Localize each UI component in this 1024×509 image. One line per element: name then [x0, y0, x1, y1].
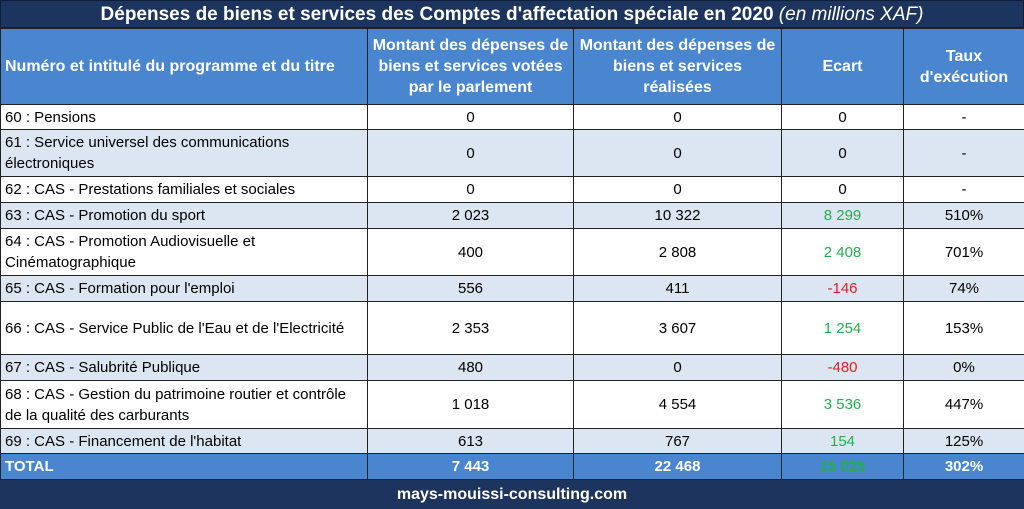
row-ecart: 3 536 — [782, 381, 904, 429]
table-row: 66 : CAS - Service Public de l'Eau et de… — [1, 302, 1024, 355]
row-taux: - — [904, 105, 1024, 130]
row-ecart: 0 — [782, 130, 904, 177]
row-realisees: 0 — [574, 105, 782, 130]
row-label: 63 : CAS - Promotion du sport — [1, 203, 368, 229]
table-title: Dépenses de biens et services des Compte… — [0, 0, 1024, 28]
row-realisees: 10 322 — [574, 203, 782, 229]
row-taux: 701% — [904, 229, 1024, 276]
row-realisees: 0 — [574, 130, 782, 177]
footer-website: mays-mouissi-consulting.com — [0, 480, 1024, 509]
row-ecart: -146 — [782, 276, 904, 302]
total-taux: 302% — [904, 454, 1024, 480]
row-realisees: 0 — [574, 355, 782, 381]
row-votees: 2 023 — [368, 203, 574, 229]
row-votees: 556 — [368, 276, 574, 302]
row-taux: - — [904, 177, 1024, 203]
row-label: 64 : CAS - Promotion Audiovisuelle et Ci… — [1, 229, 368, 276]
row-votees: 0 — [368, 130, 574, 177]
row-label: 68 : CAS - Gestion du patrimoine routier… — [1, 381, 368, 429]
row-realisees: 4 554 — [574, 381, 782, 429]
row-label: 67 : CAS - Salubrité Publique — [1, 355, 368, 381]
row-ecart: -480 — [782, 355, 904, 381]
row-ecart: 2 408 — [782, 229, 904, 276]
row-ecart: 0 — [782, 105, 904, 130]
title-main: Dépenses de biens et services des Compte… — [101, 4, 774, 25]
row-label: 60 : Pensions — [1, 105, 368, 130]
total-ecart: 15 025 — [782, 454, 904, 480]
title-unit: (en millions XAF) — [779, 4, 924, 25]
table-row: 62 : CAS - Prestations familiales et soc… — [1, 177, 1024, 203]
row-label: 62 : CAS - Prestations familiales et soc… — [1, 177, 368, 203]
row-ecart: 8 299 — [782, 203, 904, 229]
row-realisees: 2 808 — [574, 229, 782, 276]
header-row: Numéro et intitulé du programme et du ti… — [1, 29, 1024, 105]
row-ecart: 0 — [782, 177, 904, 203]
row-votees: 480 — [368, 355, 574, 381]
total-row: TOTAL 7 443 22 468 15 025 302% — [1, 454, 1024, 480]
expenses-table: Numéro et intitulé du programme et du ti… — [0, 28, 1024, 480]
row-taux: 0% — [904, 355, 1024, 381]
row-votees: 1 018 — [368, 381, 574, 429]
table-row: 64 : CAS - Promotion Audiovisuelle et Ci… — [1, 229, 1024, 276]
row-votees: 0 — [368, 177, 574, 203]
row-label: 61 : Service universel des communication… — [1, 130, 368, 177]
row-taux: 510% — [904, 203, 1024, 229]
row-realisees: 767 — [574, 429, 782, 454]
row-votees: 613 — [368, 429, 574, 454]
header-votees: Montant des dépenses de biens et service… — [368, 29, 574, 105]
row-taux: 74% — [904, 276, 1024, 302]
header-taux: Taux d'exécution — [904, 29, 1024, 105]
header-programme: Numéro et intitulé du programme et du ti… — [1, 29, 368, 105]
row-realisees: 411 — [574, 276, 782, 302]
header-ecart: Ecart — [782, 29, 904, 105]
row-realisees: 0 — [574, 177, 782, 203]
row-label: 69 : CAS - Financement de l'habitat — [1, 429, 368, 454]
row-label: 65 : CAS - Formation pour l'emploi — [1, 276, 368, 302]
row-realisees: 3 607 — [574, 302, 782, 355]
row-votees: 0 — [368, 105, 574, 130]
row-ecart: 1 254 — [782, 302, 904, 355]
row-votees: 400 — [368, 229, 574, 276]
row-votees: 2 353 — [368, 302, 574, 355]
row-taux: 447% — [904, 381, 1024, 429]
row-taux: - — [904, 130, 1024, 177]
row-taux: 125% — [904, 429, 1024, 454]
total-label: TOTAL — [1, 454, 368, 480]
table-row: 61 : Service universel des communication… — [1, 130, 1024, 177]
row-ecart: 154 — [782, 429, 904, 454]
row-label: 66 : CAS - Service Public de l'Eau et de… — [1, 302, 368, 355]
total-votees: 7 443 — [368, 454, 574, 480]
total-realisees: 22 468 — [574, 454, 782, 480]
row-taux: 153% — [904, 302, 1024, 355]
header-realisees: Montant des dépenses de biens et service… — [574, 29, 782, 105]
table-row: 68 : CAS - Gestion du patrimoine routier… — [1, 381, 1024, 429]
